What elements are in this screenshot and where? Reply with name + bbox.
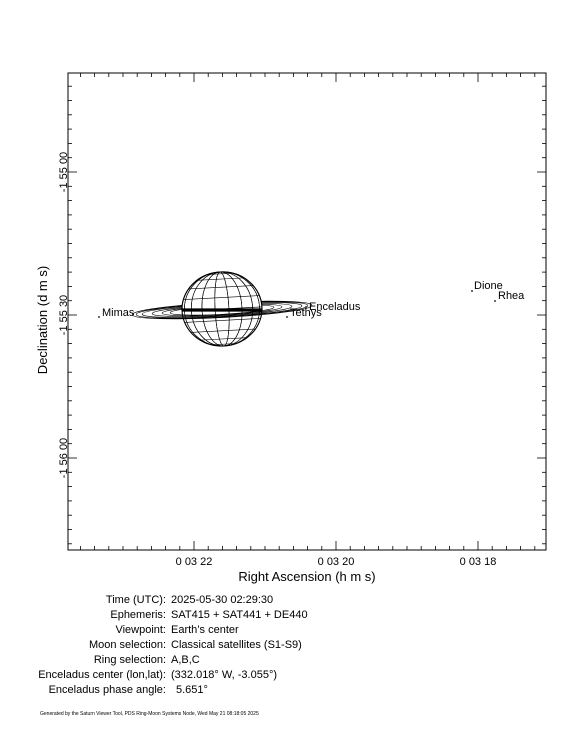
info-label: Moon selection: [88,639,166,651]
moon-marker-dione [471,290,473,292]
info-row-ephemeris: Ephemeris: SAT415 + SAT441 + DE440 [0,608,580,622]
x-axis-label: Right Ascension (h m s) [238,569,375,584]
y-tick-label: -1 55 00 [58,152,70,192]
y-axis-label: Declination (d m s) [35,266,50,374]
info-row-viewpoint: Viewpoint: Earth’s center [0,623,580,637]
y-tick-label: -1 55 30 [58,295,70,335]
info-value: 5.651° [176,684,208,696]
moon-marker-rhea [494,300,496,302]
info-label: Viewpoint: [115,624,166,636]
globe-parallel-front [183,295,260,300]
info-value: SAT415 + SAT441 + DE440 [171,609,308,621]
info-value: Classical satellites (S1-S9) [171,639,302,651]
globe-parallel [200,337,248,341]
plot-frame [67,72,547,551]
y-tick-label: -1 56 00 [58,438,70,478]
x-tick-label: 0 03 18 [460,556,497,568]
info-row-enceladus-phase: Enceladus phase angle: 5.651° [0,683,580,697]
info-row-enceladus-center: Enceladus center (lon,lat): (332.018° W,… [0,668,580,682]
globe-parallel-front [196,277,244,281]
moon-marker-mimas [98,316,100,318]
info-value: (332.018° W, -3.055°) [171,669,278,681]
info-value: 2025-05-30 02:29:30 [171,594,274,606]
info-row-ring-selection: Ring selection: A,B,C [0,653,580,667]
generator-footer: Generated by the Saturn Viewer Tool, PDS… [40,711,259,717]
info-label: Ephemeris: [110,609,166,621]
globe-parallel-front [207,272,233,275]
info-value: A,B,C [171,654,200,666]
info-label: Enceladus phase angle: [48,684,166,696]
moon-label-rhea: Rhea [498,290,525,302]
moon-label-mimas: Mimas [102,307,135,319]
moon-marker-enceladus [305,306,307,308]
moon-label-enceladus: Enceladus [309,301,361,313]
moon-label-tethys: Tethys [290,307,322,319]
info-label: Time (UTC): [105,594,166,606]
globe-parallel [184,318,261,323]
info-label: Ring selection: [93,654,166,666]
tick-marks [68,73,546,550]
moon-marker-tethys [286,316,288,318]
info-row-time: Time (UTC): 2025-05-30 02:29:30 [0,593,580,607]
globe-parallel [190,328,256,333]
info-label: Enceladus center (lon,lat): [38,669,166,681]
moon-label-dione: Dione [474,280,503,292]
x-tick-label: 0 03 20 [318,556,355,568]
x-tick-label: 0 03 22 [176,556,213,568]
info-row-moon-selection: Moon selection: Classical satellites (S1… [0,638,580,652]
info-value: Earth’s center [171,624,239,636]
globe-parallel [211,343,237,346]
plot-border [67,72,547,551]
globe-parallel-front [188,285,254,290]
